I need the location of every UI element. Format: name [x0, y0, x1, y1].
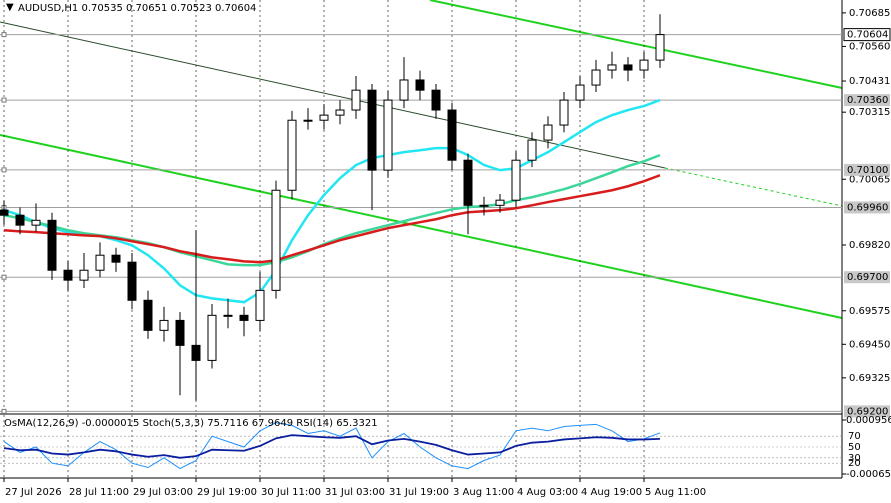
- candle-body: [639, 59, 649, 71]
- candle-body: [575, 84, 585, 101]
- candle-body: [447, 109, 457, 161]
- candle-body: [399, 79, 409, 101]
- y-tick-label: 0.69325: [849, 373, 890, 384]
- x-tick-label: 3 Aug 11:00: [453, 487, 514, 498]
- candle-body: [655, 34, 665, 61]
- candle-body: [303, 119, 313, 122]
- x-tick-label: 5 Aug 11:00: [645, 487, 706, 498]
- y-tick-label: 50: [848, 442, 861, 453]
- chart-title: AUDUSD,H1 0.70535 0.70651 0.70523 0.7060…: [18, 3, 256, 14]
- level-label: 0.69700: [847, 272, 888, 283]
- candle-body: [607, 64, 617, 71]
- x-tick-label: 4 Aug 03:00: [517, 487, 578, 498]
- candle-body: [591, 69, 601, 86]
- level-box: [843, 28, 891, 42]
- candle-body: [191, 344, 201, 361]
- level-box: [844, 163, 890, 176]
- candle-body: [271, 189, 281, 291]
- candle-body: [559, 99, 569, 126]
- candle-body: [383, 99, 393, 171]
- candle-body: [95, 254, 105, 271]
- level-handle: [1, 167, 7, 173]
- trend-line: [664, 167, 843, 207]
- channel-line: [0, 134, 843, 319]
- level-label: 0.69960: [847, 202, 888, 213]
- candle-body: [111, 254, 121, 263]
- moving-average: [3, 174, 661, 264]
- y-tick-label: 0.70560: [849, 41, 890, 52]
- candle-body: [127, 261, 137, 301]
- y-tick-label: 0.69820: [849, 240, 890, 251]
- level-label: 0.70360: [847, 95, 888, 106]
- candle-body: [79, 269, 89, 281]
- candle-body: [367, 89, 377, 171]
- x-tick-label: 31 Jul 03:00: [325, 487, 385, 498]
- candle-body: [335, 109, 345, 116]
- candle-body: [143, 299, 153, 331]
- candle-body: [175, 319, 185, 346]
- candle-body: [255, 289, 265, 321]
- plot: [0, 0, 842, 478]
- y-tick-label: 0.69575: [849, 306, 890, 317]
- x-tick-label: 30 Jul 11:00: [261, 487, 321, 498]
- y-tick-label: 0.70315: [849, 107, 890, 118]
- y-tick-label: 30: [848, 453, 861, 464]
- candle-body: [623, 64, 633, 71]
- candle-body: [239, 314, 249, 321]
- level-box: [844, 201, 890, 214]
- moving-average: [3, 98, 661, 304]
- candle-body: [319, 114, 329, 121]
- x-tick-label: 28 Jul 11:00: [69, 487, 129, 498]
- y-tick-label: 0.69450: [849, 339, 890, 350]
- y-tick-label: 0.70685: [849, 8, 890, 19]
- x-tick-label: 31 Jul 19:00: [389, 487, 449, 498]
- candle-body: [47, 219, 57, 271]
- candle-body: [479, 204, 489, 207]
- candle-body: [207, 314, 217, 361]
- candle-body: [15, 214, 25, 226]
- candle-body: [63, 269, 73, 281]
- candle-body: [287, 119, 297, 191]
- candle-body: [463, 159, 473, 206]
- x-tick-label: 4 Aug 19:00: [581, 487, 642, 498]
- level-handle: [1, 408, 7, 414]
- candle-body: [31, 219, 41, 226]
- level-handle: [1, 274, 7, 280]
- trend-line: [0, 21, 666, 169]
- candle-body: [543, 124, 553, 141]
- y2-tick-label: -0.000659: [846, 469, 891, 480]
- level-box: [844, 405, 890, 418]
- candle-body: [223, 314, 233, 317]
- candle-body: [511, 159, 521, 201]
- level-label: 0.70604: [847, 30, 888, 41]
- y-tick-label: 0.70431: [849, 76, 890, 87]
- candle-body: [0, 209, 9, 216]
- triangle-icon: ▼: [6, 2, 14, 13]
- level-box: [844, 271, 890, 284]
- x-tick-label: 29 Jul 03:00: [133, 487, 193, 498]
- level-handle: [1, 32, 7, 38]
- x-tick-label: 27 Jul 2026: [5, 487, 62, 498]
- channel-line: [429, 0, 843, 89]
- level-label: 0.69200: [847, 406, 888, 417]
- candle-body: [159, 319, 169, 331]
- candle-body: [351, 89, 361, 111]
- y2-tick-label: 0.000956: [846, 415, 891, 426]
- oscillator-line: [3, 434, 661, 459]
- candle-body: [527, 139, 537, 161]
- y-tick-label: 0.70065: [849, 174, 890, 185]
- y-tick-label: 20: [848, 458, 861, 469]
- y-tick-label: 70: [848, 431, 861, 442]
- x-tick-label: 29 Jul 19:00: [197, 487, 257, 498]
- candle-body: [495, 199, 505, 206]
- level-box: [844, 94, 890, 107]
- candle-body: [415, 79, 425, 91]
- indicator-title: OsMA(12,26,9) -0.0000015 Stoch(5,3,3) 75…: [4, 418, 378, 429]
- level-handle: [1, 97, 7, 103]
- level-label: 0.70100: [847, 165, 888, 176]
- oscillator-line: [3, 422, 661, 470]
- candle-body: [431, 89, 441, 111]
